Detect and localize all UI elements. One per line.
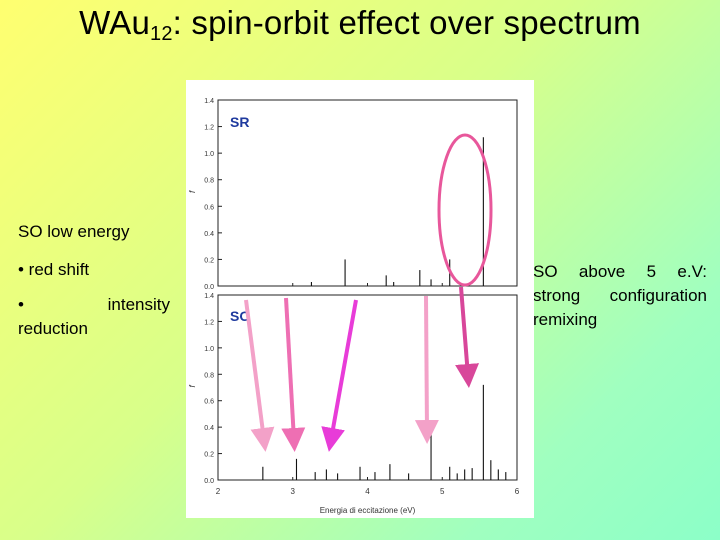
- panel-label-sr: SR: [230, 114, 249, 130]
- spectrum-chart: 0.0 0.2 0.4 0.6 0.8 1.0 1.2 1.4 f SR 0.0 0.2 0.4 0.6 0…: [188, 98, 520, 515]
- title-subscript: 12: [150, 23, 173, 45]
- reduction-word: reduction: [18, 319, 88, 338]
- note-word-3: 5: [646, 262, 657, 281]
- slide-title: WAu12: spin-orbit effect over spectrum: [0, 4, 720, 46]
- y-tick-label: 0.0: [204, 478, 214, 485]
- note-word-4: e.V:: [677, 262, 707, 281]
- panel-label-so: SO: [230, 308, 250, 324]
- x-tick-label: 5: [440, 487, 445, 496]
- spectrum-chart-panel: 0.0 0.2 0.4 0.6 0.8 1.0 1.2 1.4 f SR 0.0 0.2 0.4 0.6 0…: [186, 80, 534, 518]
- y-axis-label: f: [188, 385, 197, 388]
- y-tick-label: 1.0: [204, 346, 214, 353]
- y-tick-label: 0.2: [204, 257, 214, 264]
- x-tick-label: 2: [216, 487, 221, 496]
- x-tick-label: 3: [291, 487, 296, 496]
- title-rest: : spin-orbit effect over spectrum: [172, 4, 641, 41]
- y-tick-label: 0.2: [204, 452, 214, 459]
- title-main: WAu: [79, 4, 151, 41]
- intensity-reduction-bullet: • intensity reduction: [18, 293, 170, 341]
- y-tick-label: 1.2: [204, 125, 214, 132]
- y-tick-label: 0.8: [204, 372, 214, 379]
- plot-frame-2: [217, 294, 518, 481]
- so-low-energy-heading: SO low energy: [18, 222, 130, 241]
- y-tick-label: 0.0: [204, 284, 214, 291]
- y-tick-label: 1.4: [204, 293, 214, 300]
- note-rest: strong configuration remixing: [533, 286, 707, 329]
- red-shift-bullet: • red shift: [18, 260, 90, 279]
- note-word-2: above: [578, 262, 626, 281]
- y-axis-label: f: [188, 190, 197, 193]
- so-above-5ev-note: SO above 5 e.V: strong configuration rem…: [533, 260, 707, 332]
- y-tick-label: 1.2: [204, 319, 214, 326]
- y-tick-label: 0.6: [204, 399, 214, 406]
- y-tick-label: 0.4: [204, 231, 214, 238]
- intensity-word: intensity: [107, 295, 170, 314]
- x-tick-label: 6: [515, 487, 520, 496]
- x-tick-label: 4: [365, 487, 370, 496]
- note-word-1: SO: [533, 262, 558, 281]
- y-tick-label: 1.0: [204, 151, 214, 158]
- plot-frame-1: [217, 99, 518, 287]
- y-tick-label: 0.6: [204, 204, 214, 211]
- x-axis-label: Energia di eccitazione (eV): [320, 506, 416, 515]
- bullet-marker: •: [18, 295, 24, 314]
- y-tick-label: 0.8: [204, 178, 214, 185]
- y-tick-label: 1.4: [204, 98, 214, 105]
- y-tick-label: 0.4: [204, 425, 214, 432]
